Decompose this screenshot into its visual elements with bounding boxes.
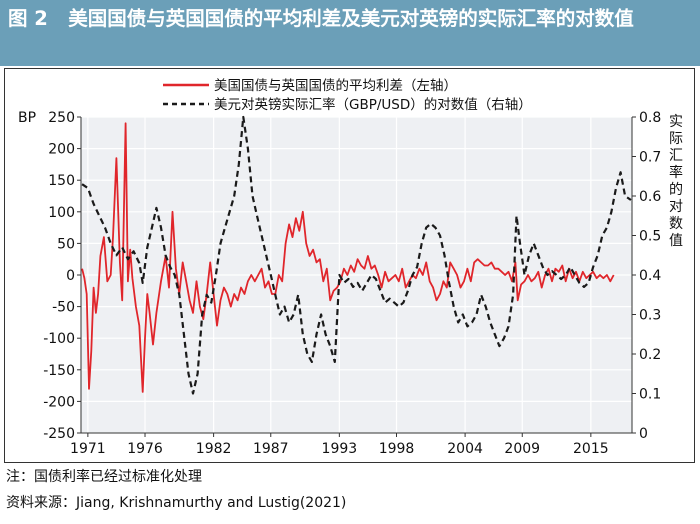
right-axis-label-char: 对: [669, 199, 683, 215]
chart-note: 注：国债利率已经过标准化处理: [6, 469, 202, 485]
right-axis-label-char: 汇: [669, 148, 683, 164]
right-tick-label: 0.1: [639, 387, 661, 403]
right-axis-label-char: 数: [669, 216, 683, 232]
left-tick-label: -200: [43, 394, 75, 410]
left-tick-label: -250: [43, 426, 75, 442]
right-tick-label: 0.2: [639, 347, 661, 363]
figure-title-bar: 图 2 美国国债与英国国债的平均利差及美元对英镑的实际汇率的对数值: [0, 0, 700, 66]
x-tick-label: 2009: [504, 441, 540, 457]
right-tick-label: 0.6: [639, 189, 661, 205]
chart-source: 资料来源：Jiang, Krishnamurthy and Lustig(202…: [6, 495, 347, 511]
right-tick-label: 0: [639, 426, 648, 442]
figure-title-text: 美国国债与英国国债的平均利差及美元对英镑的实际汇率的对数值: [68, 7, 634, 30]
right-axis-label-char: 的: [669, 182, 683, 198]
right-tick-label: 0.4: [639, 268, 661, 284]
figure-title: 图 2 美国国债与英国国债的平均利差及美元对英镑的实际汇率的对数值: [8, 5, 692, 33]
x-tick-label: 1971: [70, 441, 106, 457]
left-tick-label: 50: [57, 236, 75, 252]
left-tick-label: 150: [48, 173, 75, 189]
right-tick-label: 0.8: [639, 110, 661, 126]
right-tick-label: 0.5: [639, 229, 661, 245]
right-axis-label-char: 际: [669, 131, 683, 147]
x-tick-label: 1976: [127, 441, 163, 457]
x-tick-label: 1993: [322, 441, 358, 457]
x-tick-label: 1998: [379, 441, 415, 457]
left-tick-label: -50: [52, 300, 75, 316]
spread-series-line: [81, 122, 615, 393]
left-tick-label: 250: [48, 110, 75, 126]
right-axis-label-char: 率: [669, 164, 683, 181]
left-axis-unit: BP: [18, 110, 36, 126]
x-tick-label: 1987: [253, 441, 289, 457]
left-tick-label: -100: [43, 331, 75, 347]
right-tick-label: 0.3: [639, 308, 661, 324]
legend-label: 美元对英镑实际汇率（GBP/USD）的对数值（右轴）: [214, 96, 532, 113]
right-axis-label-char: 值: [669, 233, 683, 249]
left-tick-label: 0: [66, 268, 75, 284]
x-tick-label: 2015: [573, 441, 609, 457]
right-axis-label-char: 实: [669, 114, 683, 130]
figure-label: 图 2: [8, 7, 48, 30]
left-tick-label: -150: [43, 363, 75, 379]
left-tick-label: 100: [48, 205, 75, 221]
right-tick-label: 0.7: [639, 150, 661, 166]
x-tick-label: 1982: [196, 441, 232, 457]
left-tick-label: 200: [48, 142, 75, 158]
x-tick-label: 2004: [447, 441, 483, 457]
legend-label: 美国国债与英国国债的平均利差（左轴）: [214, 77, 457, 94]
